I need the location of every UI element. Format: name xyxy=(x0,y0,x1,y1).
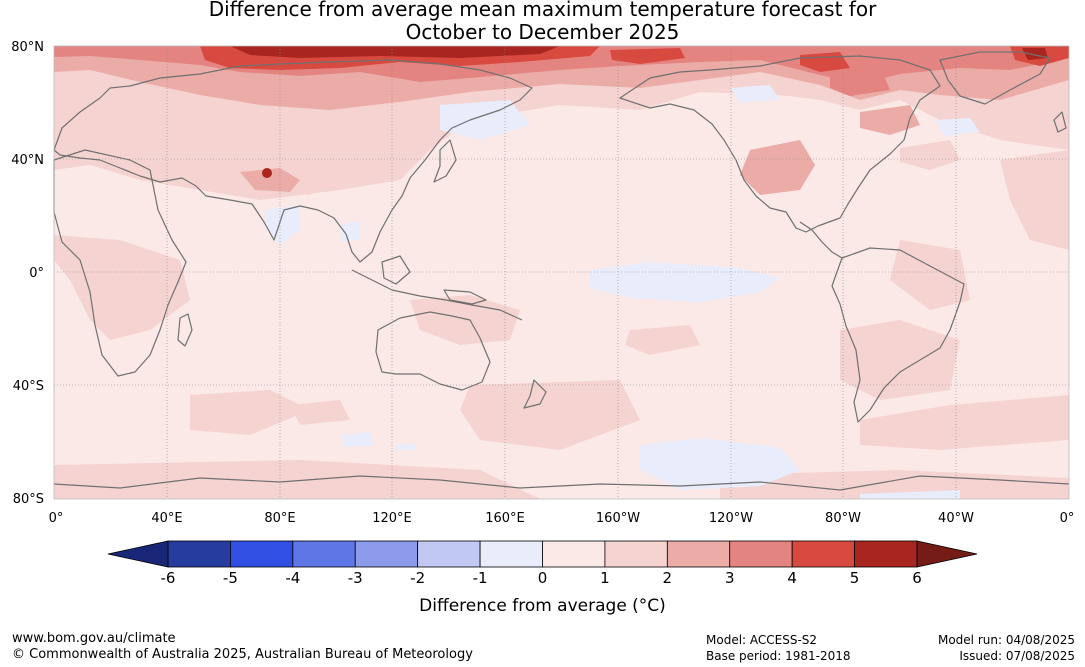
colorbar-bin xyxy=(292,540,356,568)
lat-label-40s: 40°S xyxy=(13,379,44,394)
lon-label-80w: 80°W xyxy=(825,511,861,526)
colorbar-bin xyxy=(230,540,294,568)
colorbar-low-extension xyxy=(107,540,169,568)
lat-label-40n: 40°N xyxy=(11,153,44,168)
map-title-line-1: Difference from average mean maximum tem… xyxy=(208,0,877,21)
coastline-australia xyxy=(375,311,491,391)
lon-label-120w: 120°W xyxy=(709,511,753,526)
colorbar-high-extension xyxy=(916,540,978,568)
colorbar-tick-label: 6 xyxy=(912,569,922,587)
coastline-eurasia xyxy=(53,59,533,263)
coastline-uk xyxy=(1053,111,1067,133)
colorbar-tick-label: -1 xyxy=(473,569,488,587)
colorbar-bins xyxy=(167,540,918,568)
colorbar-tick-label: 2 xyxy=(663,569,673,587)
colorbar-bin xyxy=(791,540,855,568)
lon-label-0-right: 0° xyxy=(1060,511,1075,526)
colorbar-bin xyxy=(604,540,668,568)
coastline-greenland xyxy=(939,51,1051,105)
anomaly-5-to-6-regions xyxy=(230,46,1048,178)
colorbar-bin xyxy=(354,540,419,568)
colorbar: -6 -5 -4 -3 -2 -1 0 1 2 3 4 5 6 xyxy=(107,540,978,587)
colorbar-bin xyxy=(417,540,481,568)
coastline-north-america xyxy=(619,55,941,233)
graticule xyxy=(54,46,1069,499)
colorbar-tick-label: 4 xyxy=(787,569,797,587)
colorbar-tick-label: 3 xyxy=(725,569,735,587)
map-frame xyxy=(53,45,1070,500)
footer-url: www.bom.gov.au/climate xyxy=(12,631,176,646)
coastlines xyxy=(53,51,1070,491)
colorbar-tick-label: 5 xyxy=(850,569,860,587)
map-title-line-2: October to December 2025 xyxy=(405,20,680,44)
colorbar-tick-label: -3 xyxy=(348,569,363,587)
colorbar-bin xyxy=(729,540,793,568)
colorbar-tick-label: -4 xyxy=(285,569,300,587)
footer-base-period: Base period: 1981-2018 xyxy=(706,649,851,663)
colorbar-bin xyxy=(479,540,543,568)
coastline-south-america xyxy=(831,247,965,423)
coastline-madagascar xyxy=(177,313,193,347)
colorbar-tick-label: -6 xyxy=(161,569,176,587)
colorbar-tick-label: 1 xyxy=(600,569,610,587)
lon-label-80e: 80°E xyxy=(264,511,295,526)
colorbar-tick-label: -5 xyxy=(223,569,238,587)
footer-model-run: Model run: 04/08/2025 xyxy=(937,633,1075,647)
colorbar-bin xyxy=(666,540,731,568)
footer-model: Model: ACCESS-S2 xyxy=(706,633,818,647)
lon-label-120e: 120°E xyxy=(372,511,412,526)
footer-copyright: © Commonwealth of Australia 2025, Austra… xyxy=(12,647,473,662)
lon-label-160w: 160°W xyxy=(596,511,640,526)
lat-label-80n: 80°N xyxy=(11,40,44,55)
coastline-new-zealand xyxy=(523,379,547,409)
lon-label-40w: 40°W xyxy=(938,511,974,526)
coastline-africa xyxy=(53,149,187,377)
colorbar-tick-labels: -6 -5 -4 -3 -2 -1 0 1 2 3 4 5 6 xyxy=(161,569,922,587)
latitude-labels: 80°N 40°N 0° 40°S 80°S xyxy=(11,40,44,507)
lat-label-0: 0° xyxy=(29,266,44,281)
footer-issued: Issued: 07/08/2025 xyxy=(959,649,1075,663)
colorbar-bin xyxy=(542,540,606,568)
lon-label-40e: 40°E xyxy=(151,511,182,526)
lon-label-0-left: 0° xyxy=(49,511,64,526)
coastline-japan xyxy=(433,139,457,183)
coastline-central-america xyxy=(799,221,843,259)
coastline-antarctica xyxy=(53,475,1070,491)
map-panel xyxy=(53,45,1070,500)
colorbar-tick-label: 0 xyxy=(538,569,548,587)
colorbar-label: Difference from average (°C) xyxy=(419,596,666,616)
longitude-labels: 0° 40°E 80°E 120°E 160°E 160°W 120°W 80°… xyxy=(49,511,1075,526)
coastline-indonesia xyxy=(351,269,523,321)
lon-label-160e: 160°E xyxy=(485,511,525,526)
coastline-borneo-png xyxy=(381,255,487,305)
lat-label-80s: 80°S xyxy=(13,492,44,507)
colorbar-bin xyxy=(167,540,231,568)
colorbar-bin xyxy=(854,540,918,568)
colorbar-tick-label: -2 xyxy=(410,569,425,587)
